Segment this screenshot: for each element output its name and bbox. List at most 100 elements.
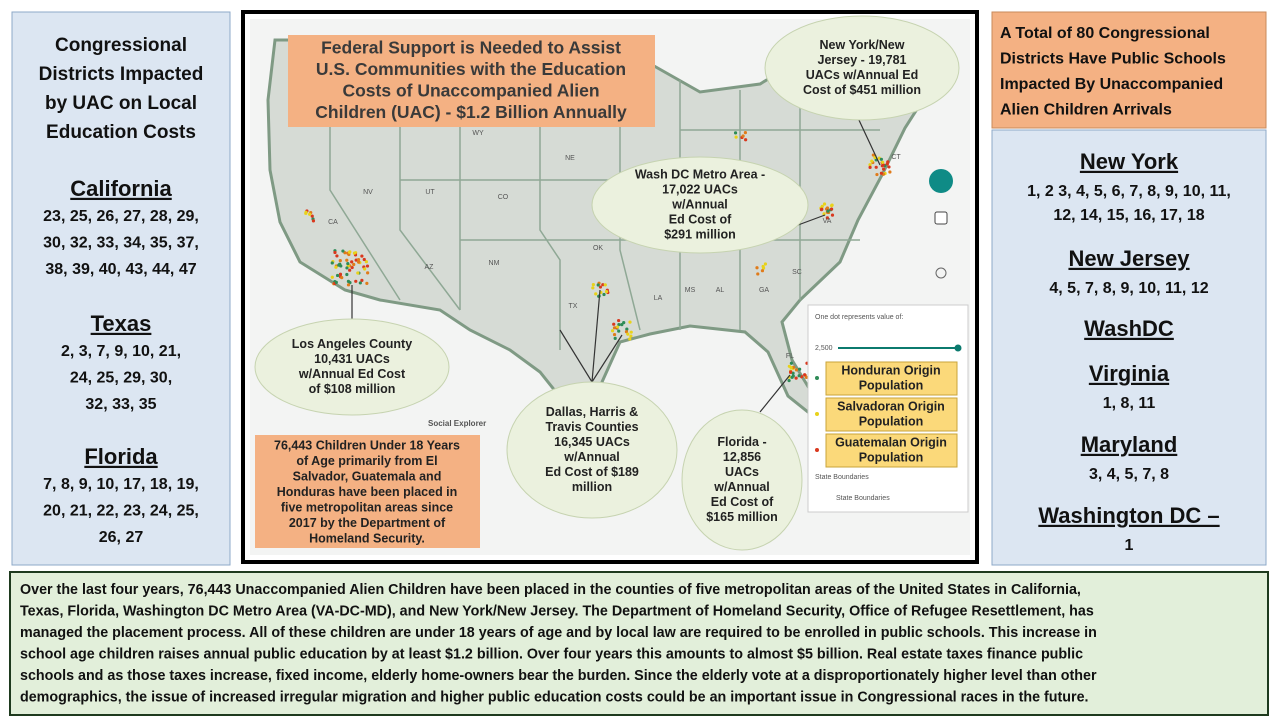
- state-label: SC: [792, 269, 802, 276]
- panel-title: Districts Impacted: [39, 64, 204, 85]
- dot: [822, 212, 826, 216]
- legend-item: [825, 433, 958, 468]
- state-label: AL: [716, 287, 725, 294]
- dot: [755, 266, 759, 270]
- state-name: New Jersey: [1068, 246, 1190, 271]
- dot: [596, 283, 600, 287]
- dot: [591, 286, 595, 290]
- dot: [830, 203, 834, 207]
- legend-text: Salvadoran Origin: [837, 399, 945, 413]
- district-list: 1, 8, 11: [1103, 395, 1156, 412]
- dot: [345, 272, 349, 277]
- headline-box: [288, 35, 655, 127]
- dot: [341, 249, 345, 253]
- dot: [625, 327, 629, 331]
- district-list: 1, 2 3, 4, 5, 6, 7, 8, 9, 10, 11,: [1027, 183, 1231, 200]
- district-list: 20, 21, 22, 23, 24, 25,: [43, 503, 199, 520]
- dot: [356, 260, 361, 264]
- footer-line: Over the last four years, 76,443 Unaccom…: [20, 582, 1081, 598]
- dot: [882, 167, 886, 171]
- district-list: 7, 8, 9, 10, 17, 18, 19,: [43, 476, 199, 493]
- callout-line: Ed Cost of $189: [545, 465, 639, 479]
- dot: [763, 262, 767, 266]
- note-line: 2017 by the Department of: [289, 516, 446, 530]
- district-list: 26, 27: [99, 529, 144, 546]
- dot: [354, 279, 358, 283]
- district-list: 30, 32, 33, 34, 35, 37,: [43, 235, 199, 252]
- footer-line: managed the placement process. All of th…: [20, 625, 1097, 641]
- note-line: of Age primarily from El: [296, 454, 437, 468]
- callout-line: UACs: [725, 465, 759, 479]
- dot: [798, 367, 802, 371]
- dot: [352, 251, 357, 255]
- logo: Social Explorer: [428, 419, 486, 428]
- state-name: California: [70, 176, 172, 201]
- dot: [756, 272, 760, 276]
- state-label: GA: [759, 287, 769, 294]
- dot: [888, 170, 892, 174]
- legend-item: [825, 397, 958, 432]
- note-line: 76,443 Children Under 18 Years: [274, 438, 460, 452]
- dot: [829, 207, 834, 211]
- dot: [743, 131, 747, 135]
- callout-line: 17,022 UACs: [662, 182, 738, 196]
- callout-line: Ed Cost of: [669, 212, 732, 226]
- district-list: 23, 25, 26, 27, 28, 29,: [43, 208, 199, 225]
- locate-button[interactable]: [935, 267, 947, 279]
- callout-line: w/Annual: [671, 197, 728, 211]
- dot: [334, 280, 338, 284]
- state-label: NM: [489, 260, 500, 267]
- dot: [789, 365, 793, 370]
- state-name: New York: [1080, 149, 1179, 174]
- dot: [868, 165, 872, 169]
- dot: [886, 160, 890, 164]
- dot: [791, 374, 795, 378]
- callout-line: of $108 million: [309, 382, 396, 396]
- dot: [820, 204, 824, 208]
- callout-line: w/Annual Ed Cost: [298, 367, 406, 381]
- callout-line: 16,345 UACs: [554, 435, 630, 449]
- dot: [350, 265, 354, 270]
- state-label: OK: [593, 245, 603, 252]
- footer-line: demographics, the issue of increased irr…: [20, 689, 1089, 705]
- dot: [330, 261, 334, 265]
- play-button[interactable]: [929, 169, 953, 193]
- layers-button[interactable]: [934, 211, 948, 225]
- dot: [591, 283, 595, 287]
- dot: [875, 172, 879, 177]
- dot: [879, 171, 884, 175]
- dot: [602, 292, 606, 297]
- dot: [304, 210, 308, 214]
- dot: [360, 278, 364, 282]
- left-panel: [11, 11, 231, 566]
- note-line: Homeland Security.: [309, 531, 425, 545]
- callout-line: w/Annual: [713, 480, 770, 494]
- dot: [356, 258, 361, 262]
- state-label: UT: [425, 189, 435, 196]
- callout: [591, 156, 809, 254]
- dot: [350, 260, 354, 264]
- dot: [791, 365, 796, 369]
- legend-heading: State Boundaries: [815, 474, 869, 481]
- legend-swatch: [815, 376, 819, 380]
- callout-line: Wash DC Metro Area -: [635, 167, 765, 181]
- state-name: Virginia: [1089, 361, 1170, 386]
- state-label: LA: [654, 295, 663, 302]
- legend-text: Population: [859, 378, 924, 392]
- header-line: Districts Have Public Schools: [1000, 51, 1226, 68]
- district-list: 38, 39, 40, 43, 44, 47: [45, 261, 196, 278]
- note-line: Honduras have been placed in: [277, 485, 458, 499]
- callout-line: $165 million: [706, 510, 778, 524]
- legend-text: Guatemalan Origin: [835, 435, 947, 449]
- callout-line: Los Angeles County: [292, 337, 412, 351]
- dot: [612, 326, 617, 330]
- state-name: Texas: [91, 311, 152, 336]
- dot: [612, 322, 616, 326]
- headline: Federal Support is Needed to Assist: [321, 38, 621, 58]
- dot: [629, 330, 633, 334]
- dot: [594, 292, 598, 296]
- callout: [506, 381, 678, 519]
- dot: [335, 273, 340, 278]
- callout-line: w/Annual: [563, 450, 620, 464]
- headline: Children (UAC) - $1.2 Billion Annually: [315, 102, 627, 122]
